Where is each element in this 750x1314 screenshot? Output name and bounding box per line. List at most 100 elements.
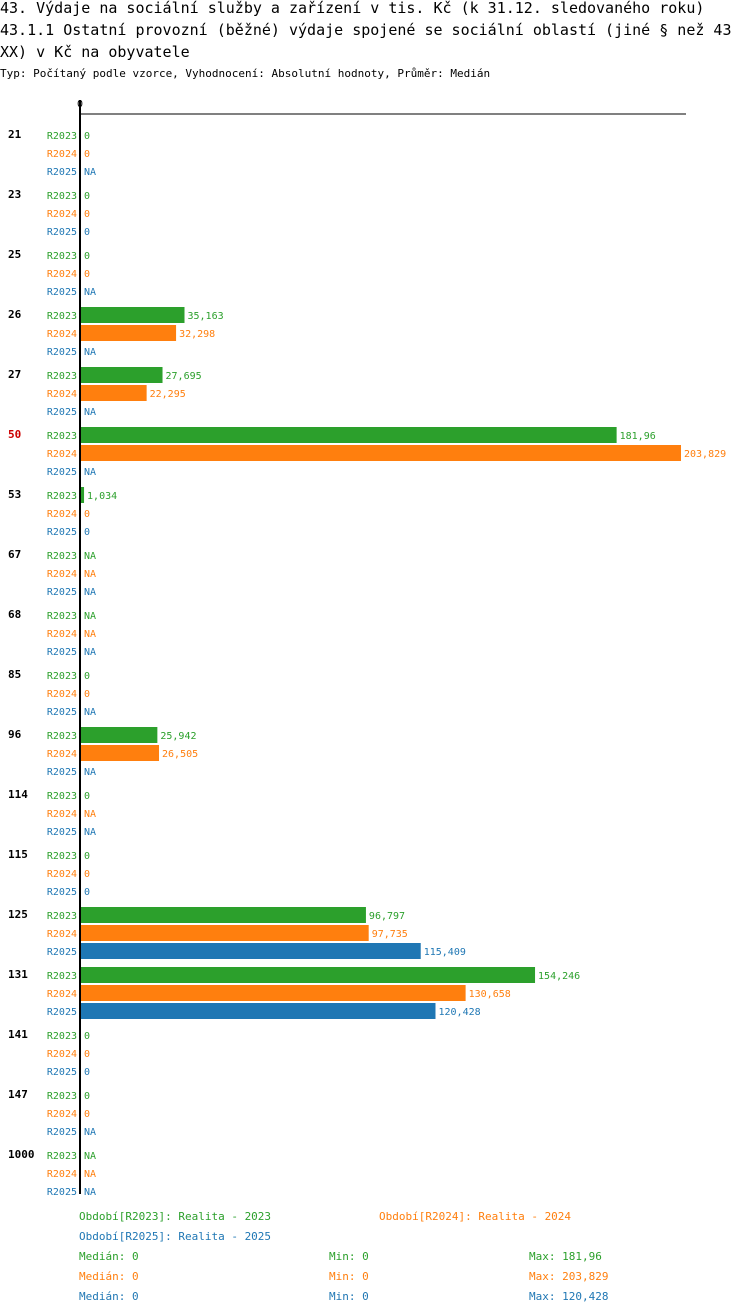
stat-min-r2025: Min: 0 (329, 1290, 369, 1303)
series-label: R2024 (47, 389, 77, 400)
series-label: R2023 (47, 1031, 77, 1042)
data-label: NA (84, 647, 96, 658)
bar (81, 907, 366, 923)
data-label: NA (84, 629, 96, 640)
data-label: NA (84, 587, 96, 598)
series-label: R2025 (47, 227, 77, 238)
data-label: 32,298 (179, 329, 215, 340)
data-label: 0 (84, 227, 90, 238)
legend-r2023: Období[R2023]: Realita - 2023 (79, 1210, 272, 1223)
bar (81, 325, 177, 341)
series-label: R2023 (47, 371, 77, 382)
bar (81, 487, 85, 503)
bar (81, 427, 617, 443)
data-label: NA (84, 1151, 96, 1162)
data-label: 25,942 (160, 731, 196, 742)
data-label: 120,428 (438, 1007, 480, 1018)
series-label: R2025 (47, 347, 77, 358)
data-label: 0 (84, 527, 90, 538)
series-label: R2023 (47, 731, 77, 742)
series-label: R2024 (47, 809, 77, 820)
data-label: 181,96 (620, 431, 656, 442)
data-label: NA (84, 287, 96, 298)
bar (81, 307, 185, 323)
stat-min-r2024: Min: 0 (329, 1270, 369, 1283)
category-label: 25 (8, 248, 21, 261)
category-label: 21 (8, 128, 22, 141)
data-label: NA (84, 551, 96, 562)
stat-max-r2023: Max: 181,96 (529, 1250, 602, 1263)
data-label: 0 (84, 851, 90, 862)
series-label: R2025 (47, 827, 77, 838)
series-label: R2024 (47, 629, 77, 640)
legend-r2025: Období[R2025]: Realita - 2025 (79, 1230, 272, 1243)
series-label: R2023 (47, 851, 77, 862)
category-label: 27 (8, 368, 21, 381)
series-label: R2025 (47, 767, 77, 778)
data-label: 154,246 (538, 971, 580, 982)
series-label: R2024 (47, 149, 77, 160)
series-label: R2023 (47, 971, 77, 982)
series-label: R2025 (47, 1127, 77, 1138)
data-label: 0 (84, 251, 90, 262)
series-label: R2025 (47, 587, 77, 598)
series-label: R2023 (47, 311, 77, 322)
category-label: 114 (8, 788, 28, 801)
series-label: R2025 (47, 527, 77, 538)
series-label: R2023 (47, 911, 77, 922)
chart-title-line-3: XX) v Kč na obyvatele (0, 43, 190, 61)
data-label: 0 (84, 269, 90, 280)
series-label: R2024 (47, 1109, 77, 1120)
data-label: 26,505 (162, 749, 198, 760)
stat-median-r2025: Medián: 0 (79, 1290, 139, 1303)
category-label: 85 (8, 668, 21, 681)
data-label: 0 (84, 131, 90, 142)
data-label: 0 (84, 209, 90, 220)
stat-median-r2024: Medián: 0 (79, 1270, 139, 1283)
data-label: 203,829 (684, 449, 726, 460)
category-label: 141 (8, 1028, 28, 1041)
data-label: 97,735 (372, 929, 408, 940)
series-label: R2025 (47, 1187, 77, 1198)
stat-min-r2023: Min: 0 (329, 1250, 369, 1263)
category-label: 67 (8, 548, 21, 561)
series-label: R2025 (47, 887, 77, 898)
data-label: 0 (84, 1091, 90, 1102)
data-label: NA (84, 767, 96, 778)
series-label: R2025 (47, 947, 77, 958)
chart-title-line-1: 43. Výdaje na sociální služby a zařízení… (0, 0, 705, 17)
series-label: R2024 (47, 989, 77, 1000)
chart-subtitle: Typ: Počítaný podle vzorce, Vyhodnocení:… (0, 67, 491, 80)
data-label: 0 (84, 1067, 90, 1078)
series-label: R2024 (47, 689, 77, 700)
stat-median-r2023: Medián: 0 (79, 1250, 139, 1263)
series-label: R2023 (47, 491, 77, 502)
chart-title-line-2: 43.1.1 Ostatní provozní (běžné) výdaje s… (0, 21, 732, 39)
legend-r2024: Období[R2024]: Realita - 2024 (379, 1210, 572, 1223)
series-label: R2025 (47, 1007, 77, 1018)
category-label: 23 (8, 188, 21, 201)
bar (81, 967, 536, 983)
data-label: NA (84, 467, 96, 478)
series-label: R2024 (47, 749, 77, 760)
series-label: R2024 (47, 509, 77, 520)
series-label: R2025 (47, 467, 77, 478)
category-label: 68 (8, 608, 21, 621)
data-label: 1,034 (87, 491, 117, 502)
data-label: 35,163 (188, 311, 224, 322)
category-label: 1000 (8, 1148, 35, 1161)
series-label: R2024 (47, 209, 77, 220)
series-label: R2025 (47, 1067, 77, 1078)
bar (81, 445, 681, 461)
data-label: 27,695 (166, 371, 202, 382)
data-label: 0 (84, 1031, 90, 1042)
series-label: R2023 (47, 551, 77, 562)
category-label: 96 (8, 728, 22, 741)
bar-chart: 0 21 R2023 0 R2024 0 R2025 NA 23 R2023 0 R2024 0 R202… (8, 99, 726, 1198)
series-label: R2023 (47, 791, 77, 802)
data-label: NA (84, 1169, 96, 1180)
bar (81, 727, 158, 743)
data-label: NA (84, 1187, 96, 1198)
category-label: 115 (8, 848, 28, 861)
data-label: NA (84, 347, 96, 358)
